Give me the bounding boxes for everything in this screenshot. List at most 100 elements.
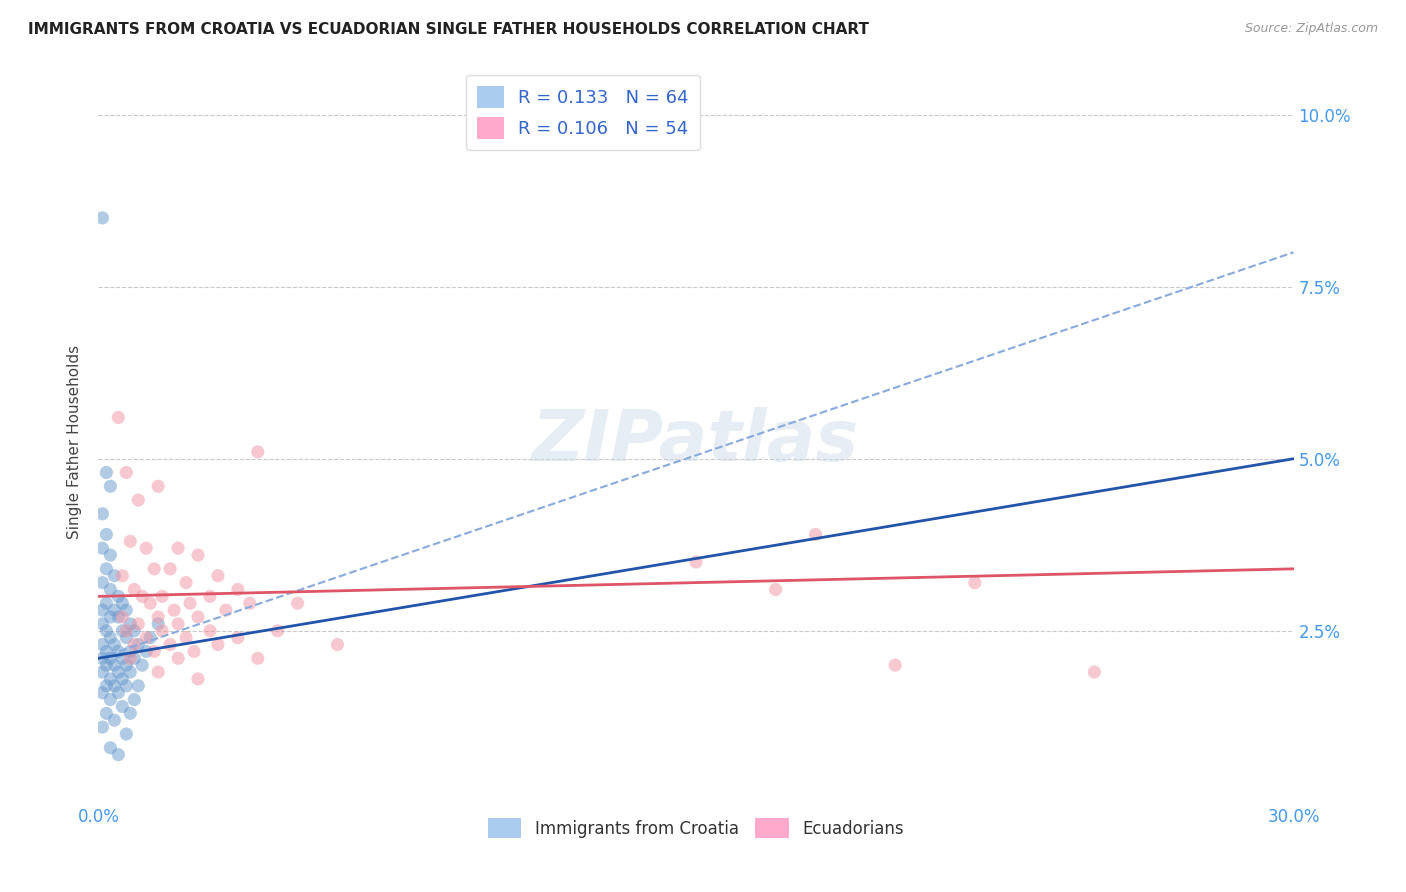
Point (187, 672, 209, 686)
Y-axis label: Single Father Households: Single Father Households (67, 344, 83, 539)
Point (96, 596, 118, 610)
Legend: Immigrants from Croatia, Ecuadorians: Immigrants from Croatia, Ecuadorians (481, 812, 911, 845)
Point (98, 479, 122, 493)
Point (98, 692, 122, 706)
Point (148, 479, 170, 493)
Point (167, 651, 190, 665)
Point (135, 631, 157, 645)
Point (135, 541, 157, 556)
Point (187, 548, 209, 562)
Point (91, 686, 114, 700)
Point (124, 624, 146, 638)
Point (111, 651, 134, 665)
Point (98, 740, 122, 755)
Point (115, 466, 138, 480)
Point (198, 590, 221, 604)
Point (143, 562, 166, 576)
Point (804, 527, 827, 541)
Point (115, 679, 138, 693)
Point (91, 616, 114, 631)
Point (267, 624, 290, 638)
Point (111, 672, 134, 686)
Point (139, 596, 162, 610)
Point (163, 603, 186, 617)
Point (148, 665, 170, 679)
Point (96, 466, 118, 480)
Point (120, 616, 142, 631)
Point (98, 631, 122, 645)
Point (963, 575, 986, 590)
Point (685, 555, 707, 569)
Point (326, 638, 349, 652)
Point (167, 616, 190, 631)
Point (98, 651, 122, 665)
Point (120, 706, 142, 721)
Point (96, 644, 118, 658)
Point (127, 493, 149, 508)
Point (111, 624, 134, 638)
Point (143, 644, 166, 658)
Point (124, 692, 146, 706)
Point (207, 568, 229, 582)
Point (198, 624, 221, 638)
Point (287, 596, 309, 610)
Point (103, 679, 125, 693)
Point (96, 658, 118, 673)
Point (183, 644, 205, 658)
Point (96, 562, 118, 576)
Point (91, 541, 114, 556)
Point (150, 590, 173, 604)
Point (107, 644, 129, 658)
Point (135, 644, 157, 658)
Point (107, 610, 129, 624)
Point (107, 665, 129, 679)
Point (91, 507, 114, 521)
Point (139, 631, 162, 645)
Point (124, 638, 146, 652)
Point (107, 747, 129, 762)
Point (91, 211, 114, 225)
Point (115, 727, 138, 741)
Point (96, 624, 118, 638)
Point (103, 713, 125, 727)
Point (107, 410, 129, 425)
Point (239, 596, 262, 610)
Point (246, 445, 269, 459)
Point (103, 568, 125, 582)
Point (148, 610, 170, 624)
Point (179, 596, 201, 610)
Point (103, 658, 125, 673)
Point (120, 644, 142, 658)
Point (187, 610, 209, 624)
Point (226, 582, 249, 597)
Point (96, 679, 118, 693)
Point (115, 631, 138, 645)
Point (91, 638, 114, 652)
Point (131, 590, 153, 604)
Point (107, 590, 129, 604)
Point (127, 638, 149, 652)
Point (91, 651, 114, 665)
Point (120, 665, 142, 679)
Point (107, 686, 129, 700)
Point (207, 638, 229, 652)
Point (96, 527, 118, 541)
Point (91, 603, 114, 617)
Point (98, 672, 122, 686)
Point (131, 658, 153, 673)
Point (246, 651, 269, 665)
Point (148, 616, 170, 631)
Point (150, 624, 173, 638)
Point (174, 631, 197, 645)
Point (159, 638, 181, 652)
Point (111, 699, 134, 714)
Point (120, 534, 142, 549)
Point (174, 575, 197, 590)
Point (124, 651, 146, 665)
Point (103, 603, 125, 617)
Point (167, 541, 190, 556)
Point (111, 568, 134, 582)
Point (115, 658, 138, 673)
Point (226, 631, 249, 645)
Point (115, 603, 138, 617)
